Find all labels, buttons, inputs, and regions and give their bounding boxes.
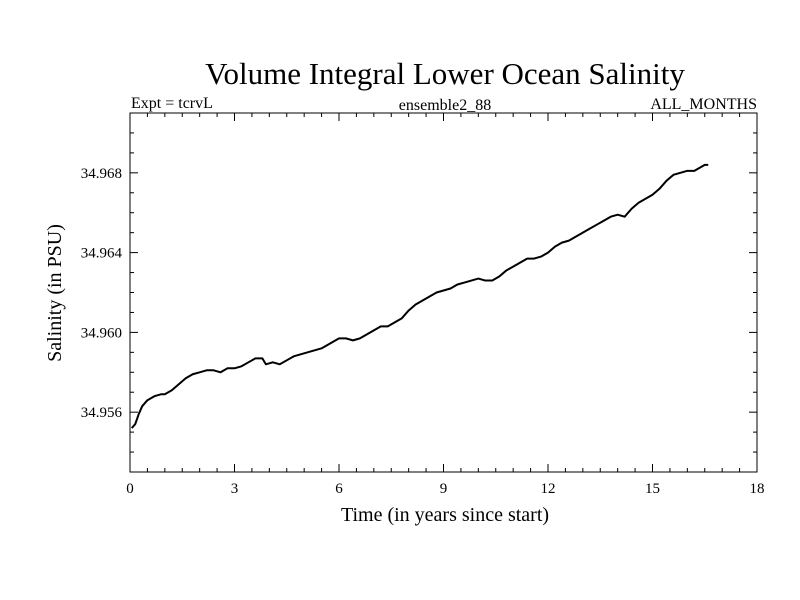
y-tick-label: 34.964 (81, 246, 123, 262)
chart-title: Volume Integral Lower Ocean Salinity (205, 56, 685, 91)
tick-labels: 0 3 6 9 12 15 18 34.956 34.960 34.964 34.968 (81, 166, 765, 497)
y-axis-title: Salinity (in PSU) (44, 224, 66, 362)
subtitle-experiment: Expt = tcrvL (131, 95, 213, 112)
x-tick-label: 6 (335, 481, 343, 497)
subtitle-ensemble: ensemble2_88 (399, 97, 491, 114)
x-tick-label: 15 (645, 481, 660, 497)
x-axis-title: Time (in years since start) (341, 504, 549, 526)
tick-marks (129, 112, 758, 473)
y-tick-label: 34.956 (81, 405, 123, 421)
x-tick-label: 12 (541, 481, 556, 497)
plot-frame (129, 112, 758, 473)
x-tick-label: 9 (440, 481, 448, 497)
x-tick-label: 0 (126, 481, 134, 497)
y-tick-label: 34.960 (81, 325, 122, 341)
subtitle-months: ALL_MONTHS (650, 96, 757, 113)
salinity-line (130, 163, 709, 429)
x-tick-label: 18 (750, 481, 765, 497)
y-tick-label: 34.968 (81, 166, 122, 182)
x-tick-label: 3 (231, 481, 239, 497)
